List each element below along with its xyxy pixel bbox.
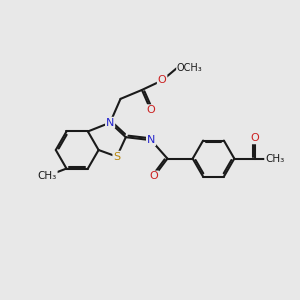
Text: OCH₃: OCH₃ xyxy=(177,63,203,73)
Text: O: O xyxy=(250,134,259,143)
Text: S: S xyxy=(113,152,120,162)
Text: N: N xyxy=(106,118,114,128)
Text: O: O xyxy=(158,76,167,85)
Text: CH₃: CH₃ xyxy=(265,154,284,164)
Text: O: O xyxy=(146,105,155,115)
Text: CH₃: CH₃ xyxy=(38,171,57,181)
Text: O: O xyxy=(150,171,158,182)
Text: N: N xyxy=(147,135,155,145)
